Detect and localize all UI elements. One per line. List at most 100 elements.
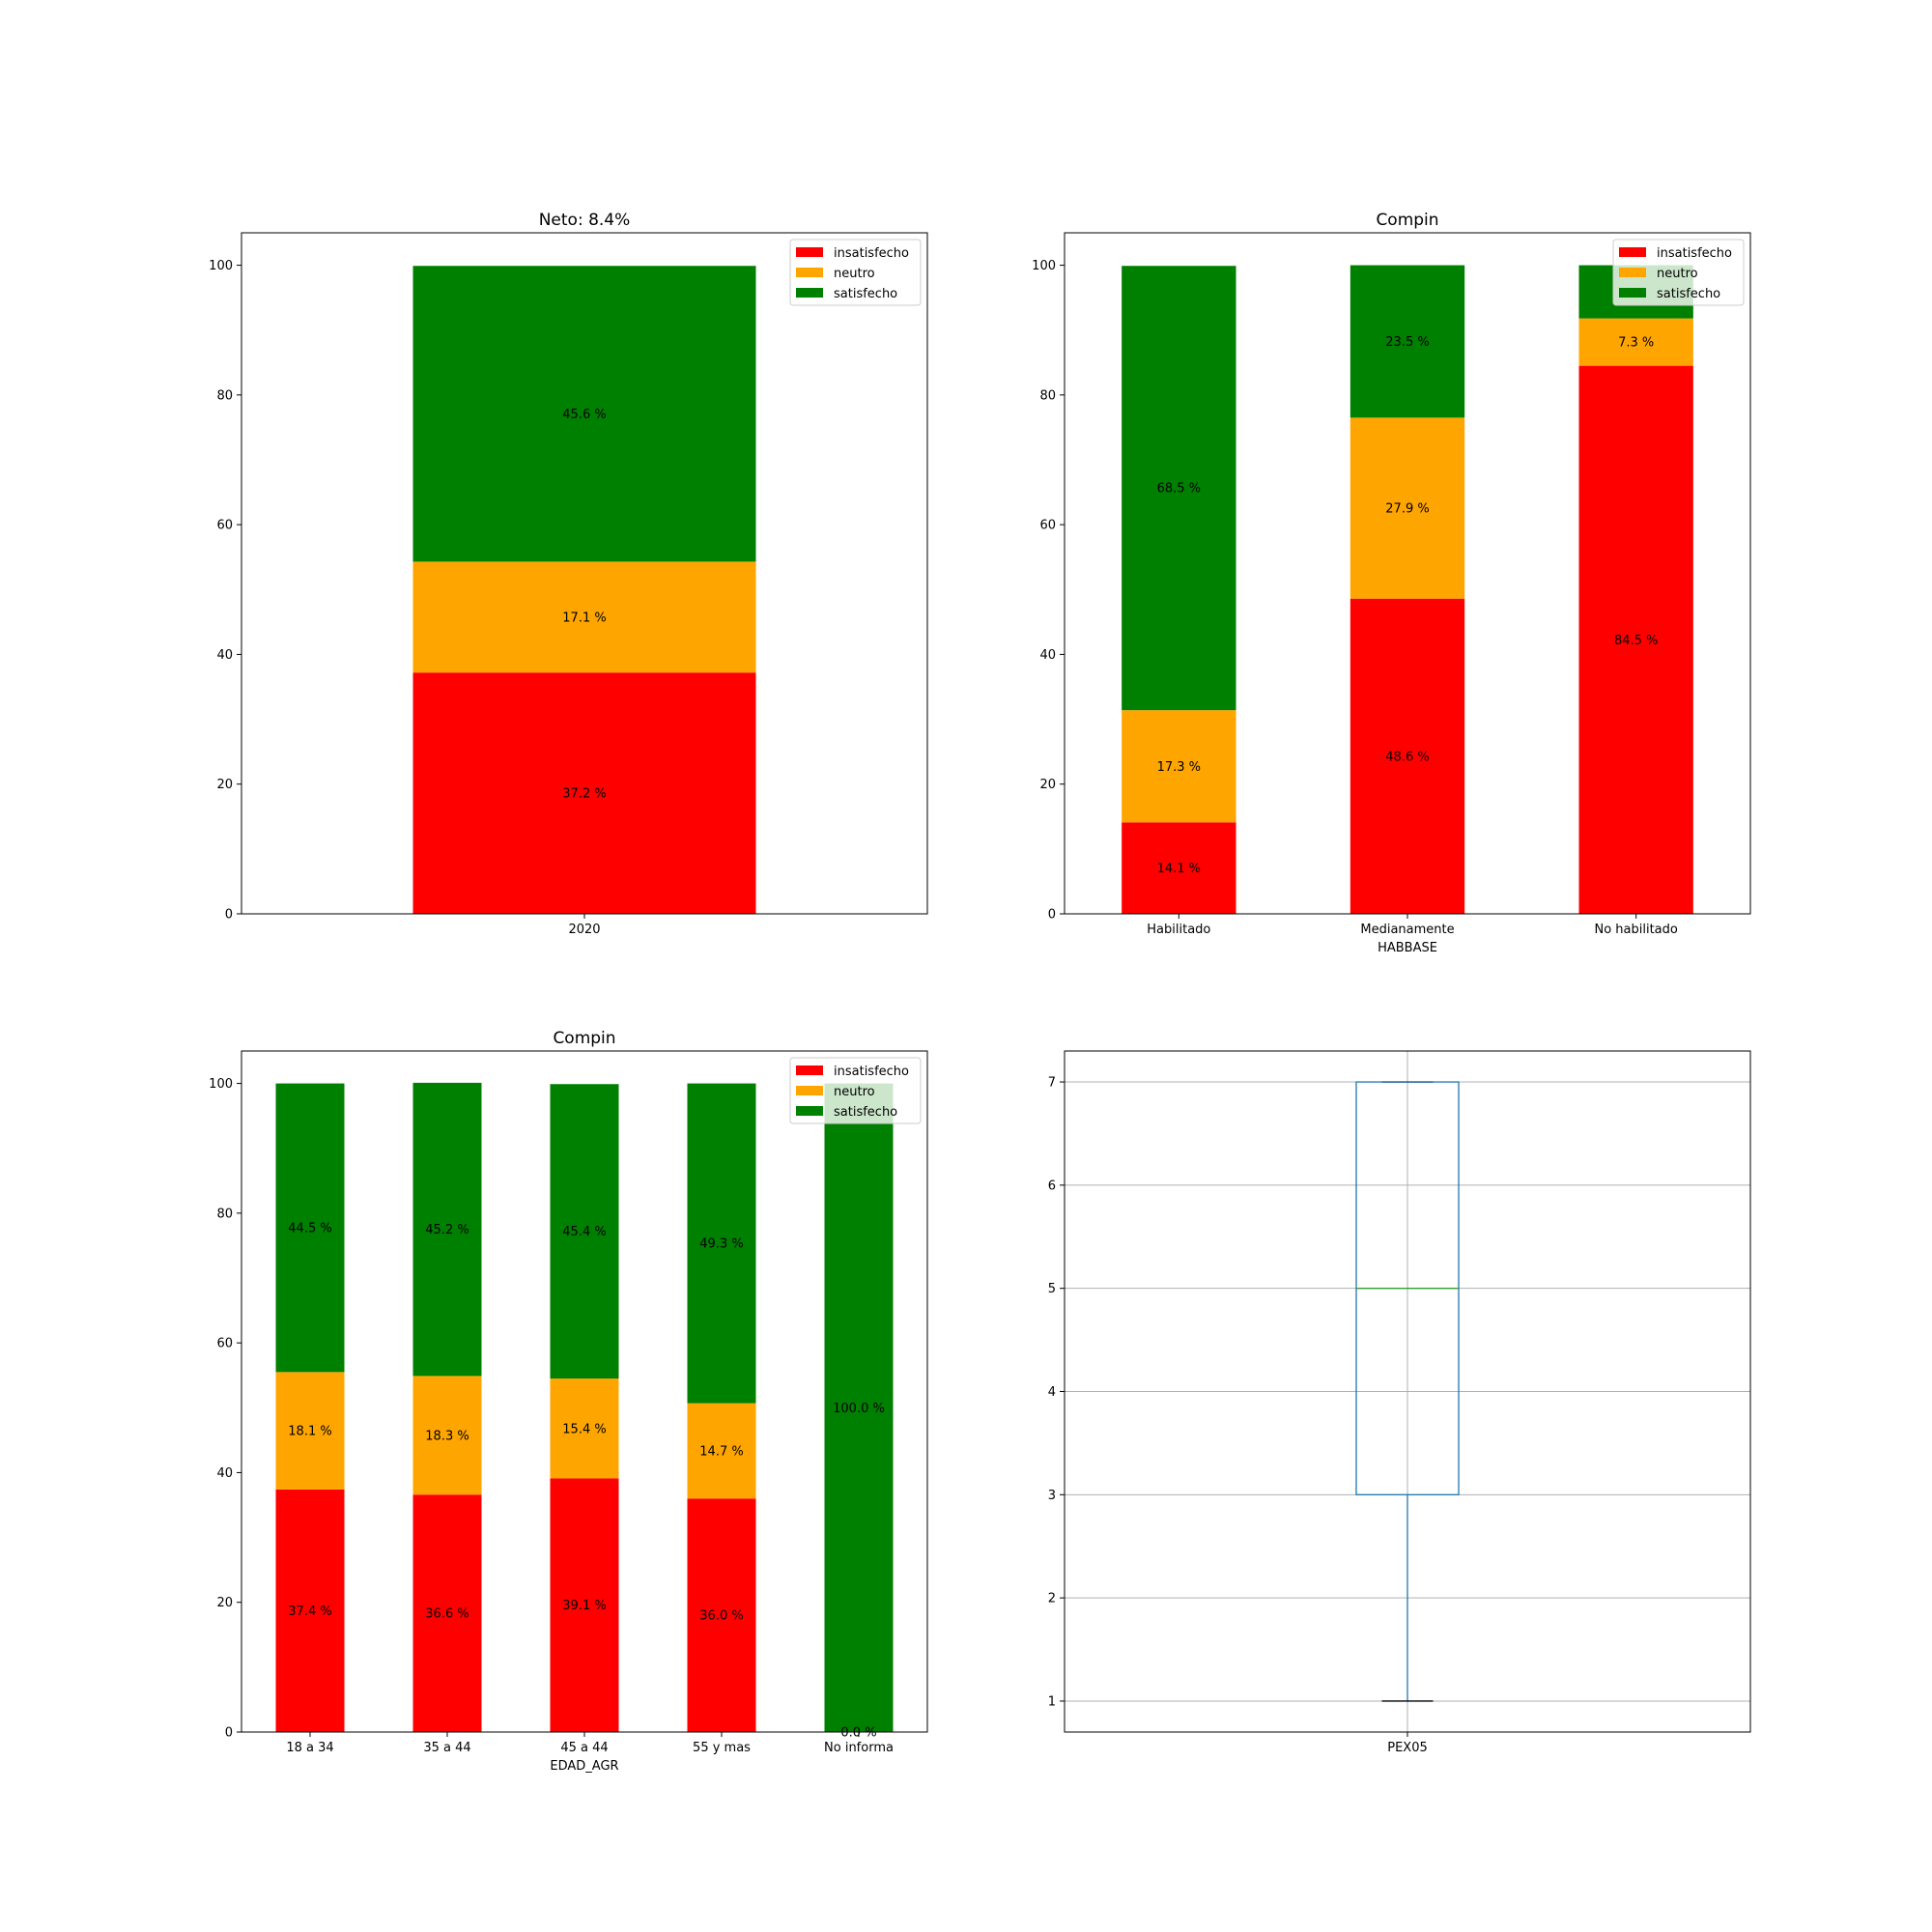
bar-neutro-55-y-mas	[687, 1403, 756, 1499]
bar-insatisfecho-2020	[412, 672, 756, 914]
x-tick-label: 45 a 44	[560, 1741, 608, 1755]
bar-satisfecho-no-informa	[824, 1083, 894, 1732]
y-tick-label: 60	[216, 1337, 233, 1351]
chart-compin-edad-agr: 0 20 40 60 80 100 37.4 % 18.1 % 44.5 % 18 a 34 36.…	[209, 1029, 928, 1774]
x-tick-label: 18 a 34	[286, 1741, 333, 1755]
data-label-insatisfecho: 14.1 %	[1157, 862, 1201, 876]
bar-insatisfecho-18-a-34	[275, 1489, 345, 1732]
y-tick-label: 6	[1048, 1179, 1056, 1193]
chart-pex05-boxplot: 1 2 3 4 5 6 7 PEX05	[1048, 1050, 1751, 1755]
x-tick-label: Habilitado	[1147, 923, 1210, 937]
bar-neutro-habilitado	[1122, 710, 1236, 823]
data-label-insatisfecho: 37.2 %	[562, 787, 606, 802]
legend-swatch-neutro	[1619, 268, 1646, 277]
chart-compin-habbase: 0 20 40 60 80 100 14.1 % 17.3 % 68.5 % Habilitado…	[1032, 211, 1751, 955]
y-tick-label: 0	[1048, 908, 1056, 923]
y-tick-label: 0	[225, 1726, 233, 1741]
data-label-satisfecho: 49.3 %	[699, 1237, 743, 1252]
axes-frame	[1064, 1050, 1751, 1733]
y-tick-label: 100	[209, 1077, 233, 1092]
legend-label-satisfecho: satisfecho	[1657, 287, 1720, 301]
y-tick-label: 7	[1048, 1076, 1056, 1091]
data-label-neutro: 17.1 %	[562, 611, 606, 625]
legend: insatisfecho neutro satisfecho	[789, 1057, 922, 1124]
y-tick-label: 0	[225, 908, 233, 923]
data-label-satisfecho: 44.5 %	[288, 1221, 331, 1236]
bar-insatisfecho-medianamente	[1350, 598, 1465, 914]
y-tick-label: 3	[1048, 1489, 1056, 1503]
y-tick-label: 80	[216, 1207, 233, 1221]
data-label-insatisfecho: 84.5 %	[1614, 634, 1658, 648]
data-label-satisfecho: 45.6 %	[562, 408, 606, 422]
legend-swatch-insatisfecho	[1619, 247, 1646, 257]
data-label-neutro: 17.3 %	[1157, 760, 1201, 775]
data-label-satisfecho: 68.5 %	[1157, 482, 1201, 497]
bar-neutro-45-a-44	[550, 1378, 619, 1479]
y-tick-label: 40	[1039, 648, 1056, 663]
legend-label-neutro: neutro	[1657, 267, 1698, 281]
y-tick-label: 20	[216, 778, 233, 792]
bar-neutro-35-a-44	[412, 1376, 482, 1495]
data-label-insatisfecho: 39.1 %	[562, 1599, 606, 1613]
data-label-satisfecho: 45.2 %	[425, 1223, 469, 1237]
legend: insatisfecho neutro satisfecho	[1612, 239, 1745, 306]
legend-label-satisfecho: satisfecho	[834, 1105, 897, 1120]
bar-satisfecho-2020	[412, 266, 756, 562]
y-tick-label: 40	[216, 648, 233, 663]
data-label-satisfecho: 45.4 %	[562, 1225, 606, 1239]
data-label-neutro: 18.3 %	[425, 1429, 469, 1443]
bar-satisfecho-35-a-44	[412, 1082, 482, 1377]
y-tick-label: 80	[1039, 388, 1056, 403]
data-label-neutro: 27.9 %	[1385, 502, 1429, 517]
data-label-insatisfecho: 37.4 %	[288, 1605, 331, 1619]
x-tick-label: Medianamente	[1360, 923, 1454, 937]
y-tick-label: 20	[1039, 778, 1056, 792]
bar-neutro-medianamente	[1350, 417, 1465, 599]
y-tick-label: 5	[1048, 1282, 1056, 1296]
legend-swatch-neutro	[796, 1086, 823, 1095]
bar-neutro-no-habilitado	[1578, 318, 1693, 366]
x-axis-label: EDAD_AGR	[550, 1759, 618, 1774]
legend-label-neutro: neutro	[834, 1085, 875, 1099]
legend-swatch-satisfecho	[1619, 288, 1646, 298]
x-tick-label: 55 y mas	[693, 1741, 751, 1755]
chart-title: Compin	[553, 1029, 615, 1048]
legend-swatch-insatisfecho	[796, 247, 823, 257]
legend-label-insatisfecho: insatisfecho	[834, 1065, 909, 1079]
data-label-insatisfecho: 36.6 %	[425, 1607, 469, 1622]
bar-satisfecho-18-a-34	[275, 1083, 345, 1373]
data-label-insatisfecho: 48.6 %	[1385, 750, 1429, 764]
y-tick-label: 20	[216, 1596, 233, 1610]
bar-satisfecho-medianamente	[1350, 265, 1465, 418]
data-label-satisfecho: 100.0 %	[833, 1402, 885, 1416]
chart-title: Compin	[1376, 211, 1438, 230]
y-tick-label: 4	[1048, 1385, 1056, 1400]
y-tick-label: 2	[1048, 1592, 1056, 1606]
bar-insatisfecho-55-y-mas	[687, 1498, 756, 1732]
data-label-neutro: 18.1 %	[288, 1425, 331, 1439]
x-tick-label: 2020	[568, 923, 600, 937]
bar-insatisfecho-45-a-44	[550, 1478, 619, 1732]
legend-label-neutro: neutro	[834, 267, 875, 281]
y-tick-label: 40	[216, 1466, 233, 1481]
bar-satisfecho-45-a-44	[550, 1084, 619, 1379]
y-tick-label: 60	[1039, 519, 1056, 533]
legend-label-insatisfecho: insatisfecho	[1657, 246, 1732, 261]
data-label-neutro: 7.3 %	[1618, 336, 1654, 351]
chart-title: Neto: 8.4%	[539, 211, 631, 230]
x-tick-label: 35 a 44	[423, 1741, 470, 1755]
legend-swatch-satisfecho	[796, 1106, 823, 1116]
axes-frame	[241, 232, 928, 915]
y-tick-label: 100	[209, 259, 233, 273]
bar-insatisfecho-habilitado	[1122, 822, 1236, 914]
legend-label-insatisfecho: insatisfecho	[834, 246, 909, 261]
axes-frame	[241, 1050, 928, 1733]
legend: insatisfecho neutro satisfecho	[789, 239, 922, 306]
legend-swatch-satisfecho	[796, 288, 823, 298]
axes-frame	[1064, 232, 1751, 915]
legend-swatch-insatisfecho	[796, 1065, 823, 1075]
bar-neutro-18-a-34	[275, 1372, 345, 1490]
data-label-satisfecho: 23.5 %	[1385, 335, 1429, 350]
bar-satisfecho-habilitado	[1122, 266, 1236, 711]
